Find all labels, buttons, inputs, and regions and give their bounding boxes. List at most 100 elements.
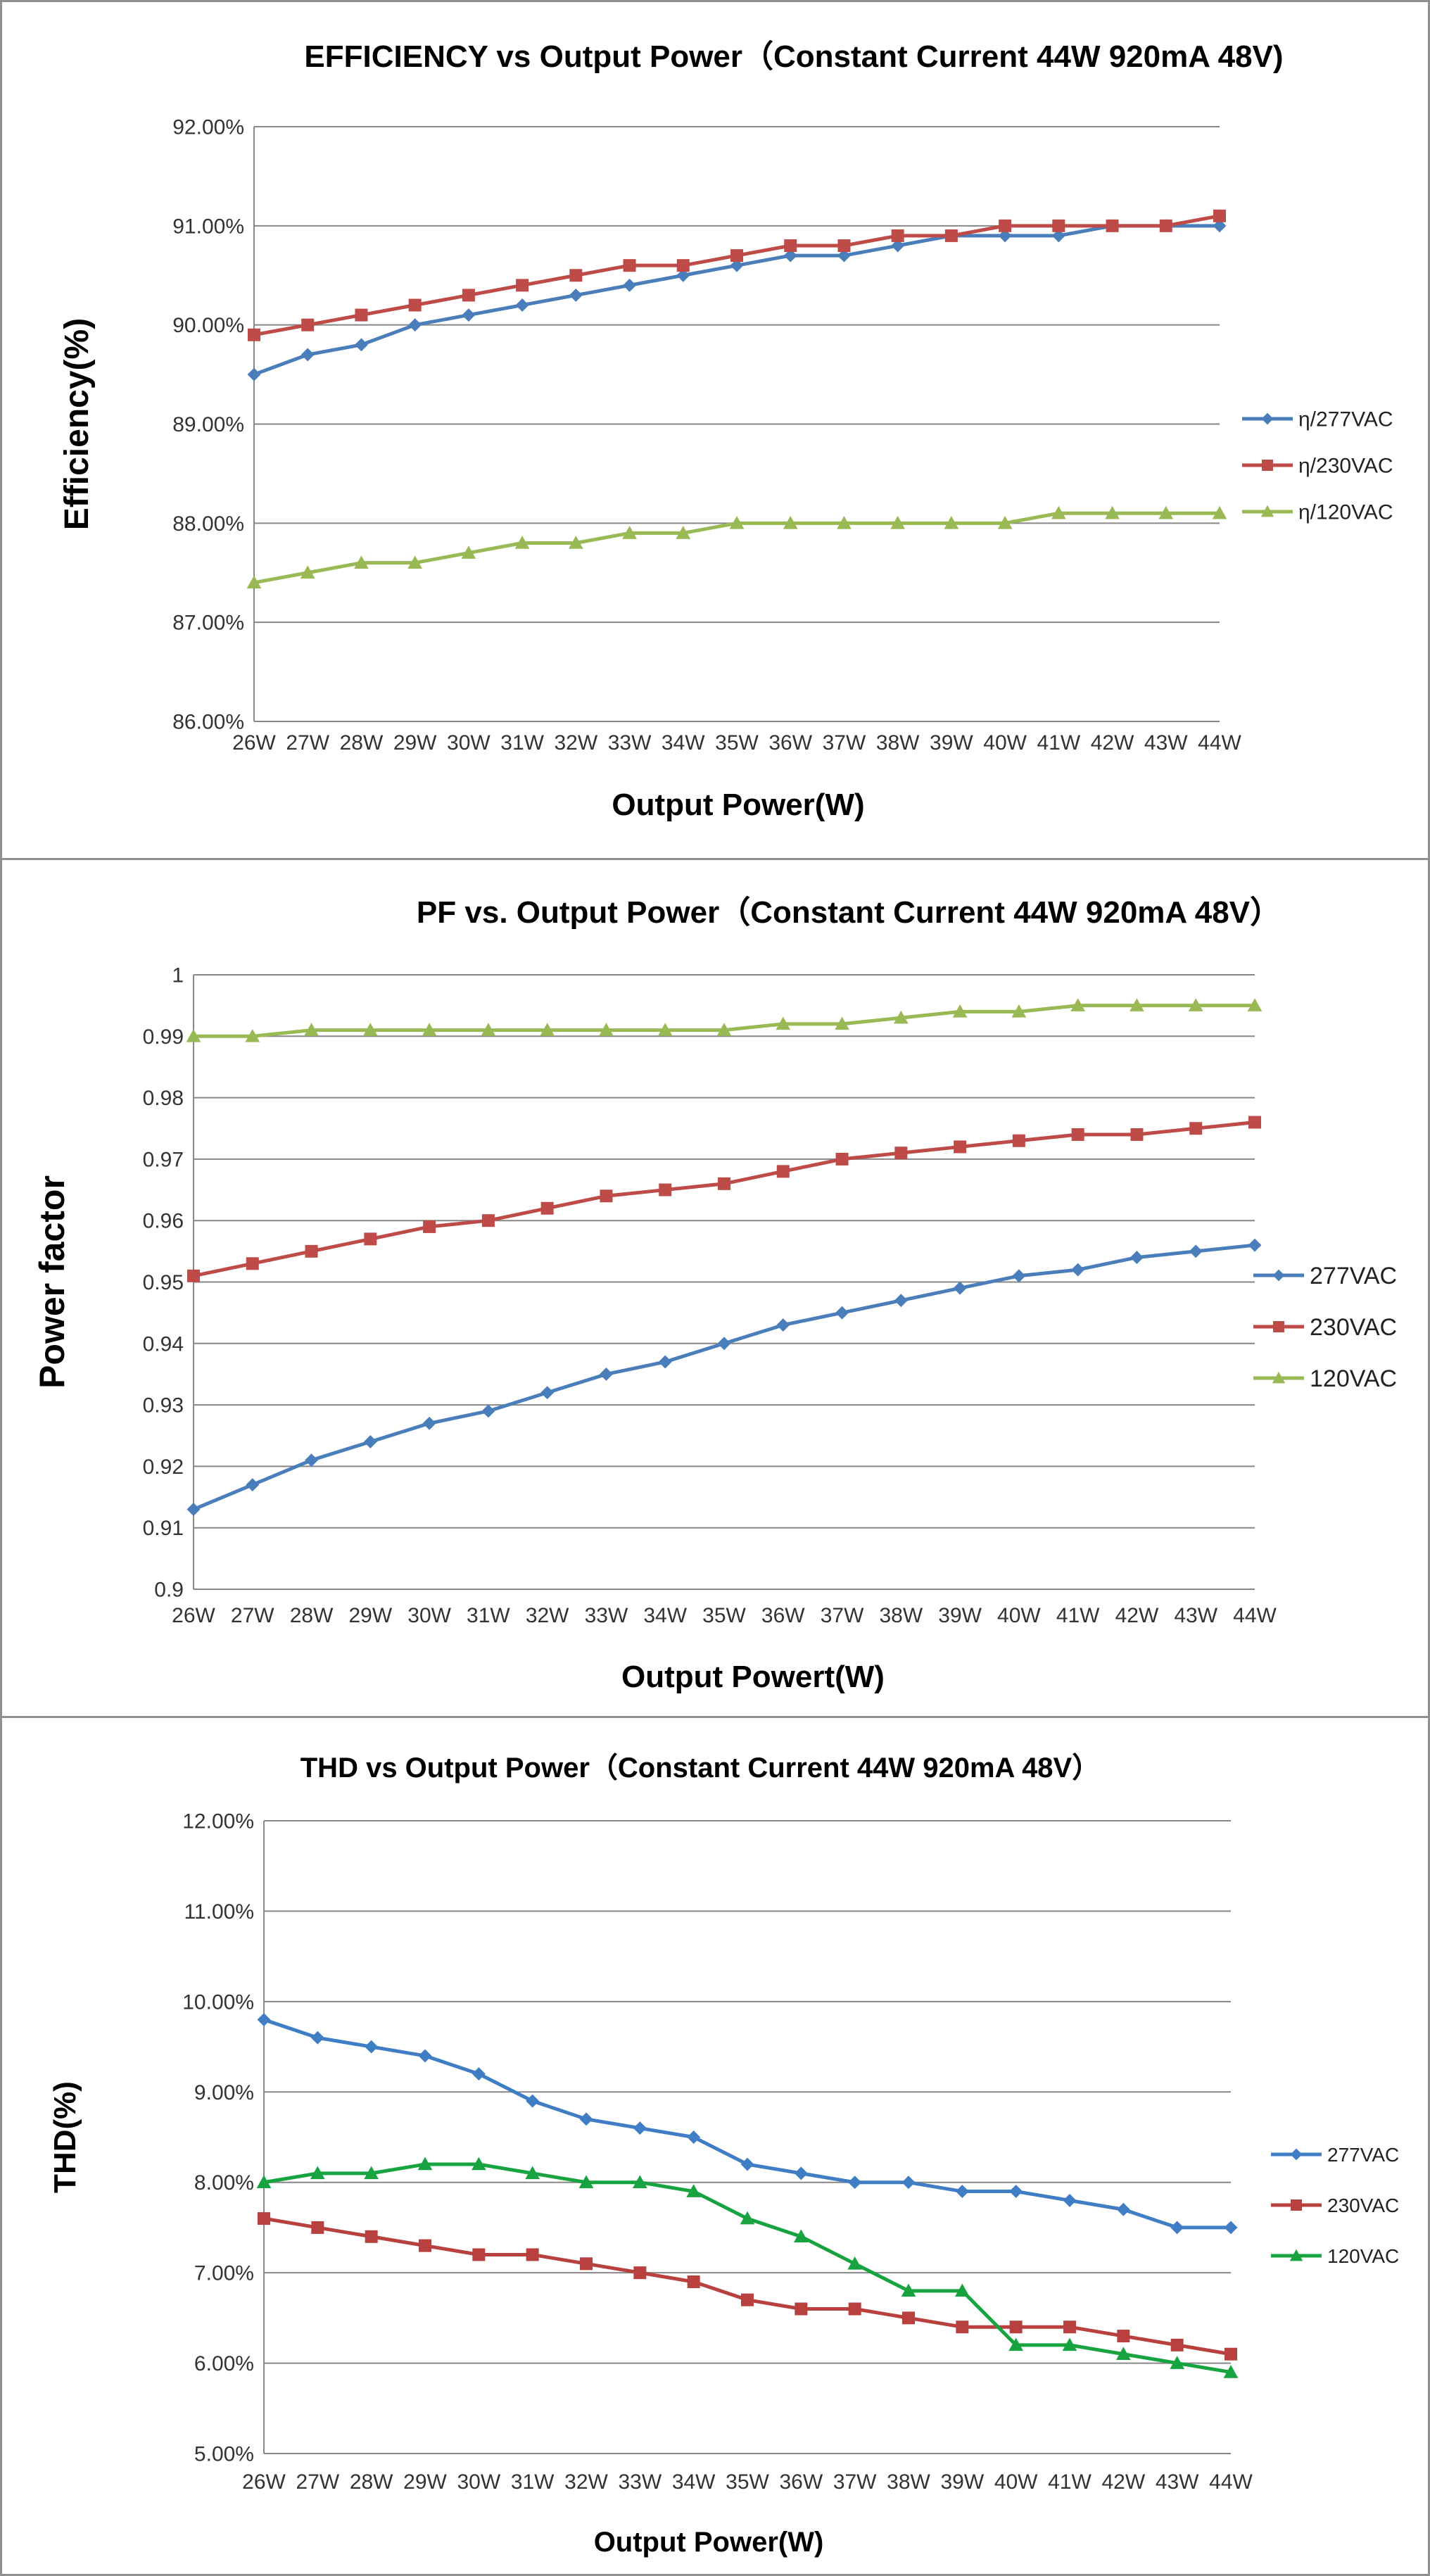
data-point	[1248, 1116, 1261, 1129]
x-tick-label: 44W	[1233, 1604, 1277, 1627]
data-point	[687, 2130, 701, 2144]
data-point	[419, 2239, 431, 2252]
data-point	[1115, 2347, 1131, 2361]
x-tick-label: 39W	[930, 731, 973, 755]
gridlines	[194, 974, 1255, 1590]
legend-entry: 120VAC	[1253, 1365, 1397, 1392]
data-point	[1051, 505, 1066, 519]
data-point	[1170, 2356, 1185, 2369]
data-point	[258, 2212, 270, 2225]
data-point	[1071, 1128, 1084, 1141]
legend-label: 120VAC	[1310, 1365, 1397, 1392]
data-point	[525, 2166, 540, 2180]
series-2	[248, 209, 1226, 341]
y-tick-label: 88.00%	[172, 512, 244, 536]
x-tick-label: 28W	[290, 1604, 334, 1627]
x-tick-label: 40W	[997, 1604, 1041, 1627]
data-point	[658, 1355, 672, 1369]
series-line	[253, 224, 1220, 377]
data-point	[481, 1023, 496, 1036]
data-point	[686, 2184, 702, 2197]
x-tick-label: 28W	[350, 2470, 393, 2494]
data-point	[718, 1177, 730, 1190]
data-point	[310, 2031, 324, 2045]
data-point	[955, 2185, 969, 2199]
data-point	[471, 2157, 486, 2171]
legend-entry: 230VAC	[1271, 2195, 1399, 2216]
data-point	[901, 2283, 916, 2297]
y-tick-label: 0.96	[143, 1210, 184, 1233]
power-factor-chart-panel: PF vs. Output Power（Constant Current 44W…	[0, 858, 1430, 1718]
data-point	[1009, 2185, 1023, 2199]
data-point	[248, 328, 260, 341]
y-tick-label: 92.00%	[172, 116, 244, 139]
y-tick-label: 6.00%	[194, 2352, 254, 2375]
power-factor-chart: PF vs. Output Power（Constant Current 44W…	[32, 895, 1397, 1694]
data-point	[354, 555, 369, 569]
data-point	[526, 2248, 539, 2261]
data-point	[1117, 2330, 1130, 2343]
data-point	[417, 2157, 433, 2171]
data-point	[952, 1004, 968, 1018]
x-axis-title: Output Powert(W)	[621, 1660, 885, 1694]
data-point	[847, 2256, 863, 2270]
data-point	[676, 268, 690, 282]
data-point	[902, 2311, 915, 2325]
data-point	[1130, 1251, 1144, 1265]
data-point	[1189, 1244, 1203, 1258]
data-point	[1008, 2337, 1024, 2351]
x-tick-label: 44W	[1198, 731, 1241, 755]
x-tick-label: 26W	[232, 731, 276, 755]
x-tick-label: 32W	[564, 2470, 608, 2494]
data-point	[246, 1257, 259, 1270]
x-tick-label: 29W	[403, 2470, 447, 2494]
data-point	[515, 298, 529, 312]
legend-label: η/277VAC	[1298, 408, 1393, 431]
legend-marker	[1260, 505, 1274, 517]
data-point	[1071, 1263, 1085, 1277]
x-tick-label: 40W	[994, 2470, 1038, 2494]
y-tick-label: 0.94	[143, 1332, 184, 1356]
data-point	[246, 575, 262, 589]
x-tick-label: 26W	[242, 2470, 286, 2494]
y-tick-label: 1	[172, 964, 184, 987]
data-point	[776, 1016, 791, 1030]
series-line	[263, 2216, 1232, 2356]
series-1	[186, 1238, 1262, 1516]
legend-label: 277VAC	[1310, 1263, 1397, 1289]
data-point	[569, 288, 583, 302]
y-tick-label: 90.00%	[172, 314, 244, 337]
y-tick-label: 87.00%	[172, 612, 244, 635]
data-point	[837, 239, 851, 252]
x-tick-label: 30W	[457, 2470, 500, 2494]
data-point	[461, 545, 476, 559]
thd-chart-panel: THD vs Output Power（Constant Current 44W…	[0, 1716, 1430, 2576]
data-point	[783, 515, 798, 529]
data-point	[1062, 2337, 1077, 2351]
data-point	[776, 1165, 790, 1178]
data-point	[1130, 1128, 1144, 1141]
data-point	[408, 298, 422, 312]
data-point	[891, 239, 905, 253]
x-tick-label: 27W	[286, 731, 329, 755]
y-axis-title: Power factor	[32, 1175, 72, 1389]
data-point	[599, 1023, 614, 1036]
x-tick-label: 30W	[407, 1604, 451, 1627]
y-tick-label: 0.95	[143, 1271, 184, 1294]
legend-label: 230VAC	[1327, 2195, 1399, 2216]
x-tick-label: 43W	[1144, 731, 1188, 755]
data-point	[795, 2302, 808, 2316]
data-point	[1159, 219, 1172, 232]
legend-label: 120VAC	[1327, 2245, 1399, 2267]
data-point	[300, 565, 315, 579]
x-tick-label: 38W	[879, 1604, 923, 1627]
data-point	[1225, 2347, 1237, 2361]
data-point	[999, 219, 1012, 232]
y-tick-label: 0.98	[143, 1087, 184, 1110]
data-point	[257, 2013, 271, 2026]
x-tick-label: 30W	[447, 731, 491, 755]
data-point	[1158, 505, 1174, 519]
x-tick-label: 35W	[702, 1604, 746, 1627]
data-point	[657, 1023, 673, 1036]
chart-title: PF vs. Output Power（Constant Current 44W…	[417, 895, 1281, 930]
